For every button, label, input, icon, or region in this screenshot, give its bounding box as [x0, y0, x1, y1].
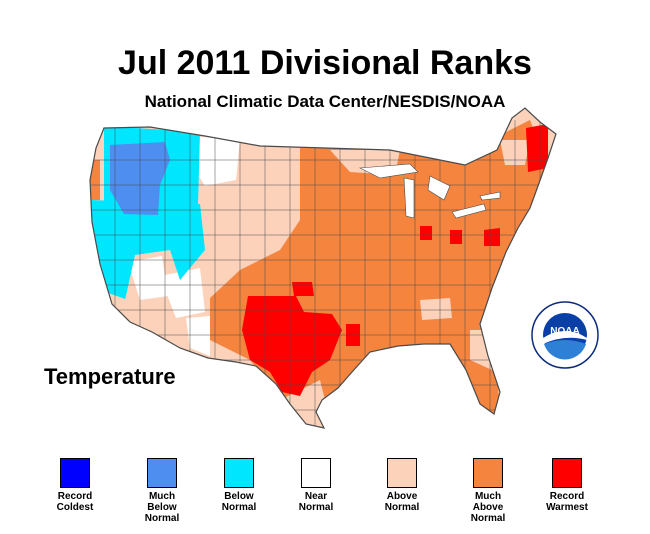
variable-label: Temperature: [44, 364, 176, 389]
legend-swatch: [60, 458, 90, 488]
map-title: Jul 2011 Divisional Ranks: [118, 44, 532, 82]
legend-label: Near Normal: [298, 491, 334, 513]
legend-swatch: [147, 458, 177, 488]
legend-label: Record Coldest: [56, 491, 94, 513]
legend-swatch: [387, 458, 417, 488]
legend-item-much-above: Much Above Normal: [448, 458, 528, 524]
legend-label: Record Warmest: [546, 491, 588, 513]
legend: Record Coldest Much Below Normal Below Nor…: [0, 458, 650, 528]
legend-label: Much Below Normal: [144, 491, 180, 524]
map-subtitle: National Climatic Data Center/NESDIS/NOA…: [144, 92, 506, 111]
noaa-logo-text: NOAA: [550, 326, 579, 337]
legend-item-record-coldest: Record Coldest: [35, 458, 115, 513]
legend-label: Much Above Normal: [470, 491, 506, 524]
legend-item-record-warmest: Record Warmest: [527, 458, 607, 513]
legend-item-near: Near Normal: [276, 458, 356, 513]
legend-item-above: Above Normal: [362, 458, 442, 513]
legend-item-below: Below Normal: [199, 458, 279, 513]
great-lakes: [358, 163, 501, 219]
legend-swatch: [301, 458, 331, 488]
legend-swatch: [473, 458, 503, 488]
legend-item-much-below: Much Below Normal: [122, 458, 202, 524]
us-outline: [89, 107, 557, 429]
legend-label: Above Normal: [384, 491, 420, 513]
legend-swatch: [224, 458, 254, 488]
noaa-logo: NOAA: [531, 301, 599, 369]
legend-swatch: [552, 458, 582, 488]
legend-label: Below Normal: [221, 491, 257, 513]
